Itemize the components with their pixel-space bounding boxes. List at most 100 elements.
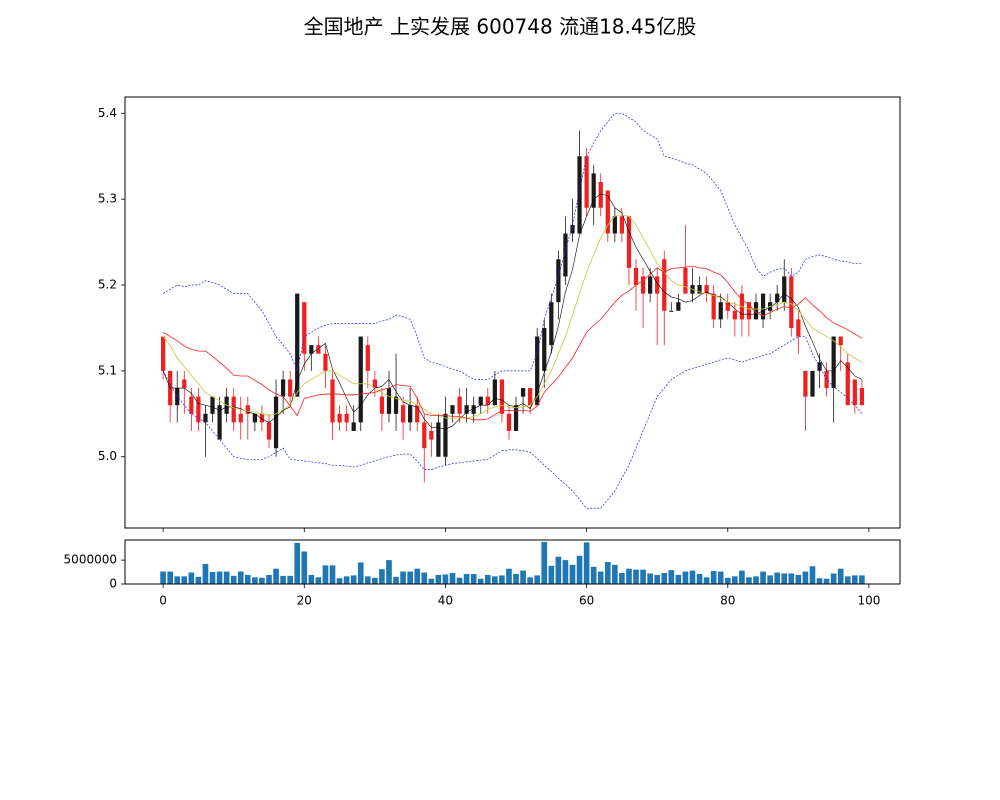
volume-bar [633, 569, 639, 584]
volume-bar [209, 572, 216, 584]
candle-body [196, 396, 201, 423]
candle-body [859, 388, 865, 406]
candle-body [280, 379, 286, 397]
candle-body [309, 345, 314, 354]
candle-body [238, 413, 243, 423]
x-tick-label: 20 [297, 594, 312, 608]
volume-bar [661, 573, 668, 584]
volume-bar [273, 568, 279, 584]
volume-bar [364, 576, 371, 584]
volume-bar [336, 578, 343, 584]
volume-bar [548, 565, 555, 584]
x-tick-label: 40 [438, 594, 453, 608]
volume-bar [188, 572, 195, 584]
volume-bar [703, 577, 710, 584]
x-tick-label: 80 [720, 594, 735, 608]
candle-body [415, 405, 420, 423]
volume-bar [689, 570, 696, 584]
candle-body [429, 430, 434, 440]
y-tick-label: 5.1 [98, 363, 117, 377]
y-tick-label: 5.4 [98, 106, 117, 120]
volume-bar [244, 574, 251, 584]
candle-body [775, 293, 780, 303]
candle-body [316, 345, 321, 354]
volume-bar [216, 571, 223, 584]
volume-bar [746, 577, 752, 584]
volume-bar [343, 576, 350, 584]
volume-bar [590, 566, 597, 584]
candle-body [344, 413, 349, 423]
volume-bar [767, 575, 773, 584]
volume-bar [202, 563, 209, 584]
candle-body [520, 388, 526, 397]
candle-body [393, 396, 399, 414]
candle-body [612, 216, 617, 234]
x-tick-label: 60 [579, 594, 594, 608]
volume-bar [576, 555, 583, 584]
candle-body [499, 379, 505, 414]
volume-bar [499, 575, 505, 584]
volume-bar [350, 575, 357, 584]
volume-bar [294, 542, 301, 584]
candle-body [803, 370, 808, 397]
y-tick-label: 0 [109, 577, 117, 591]
candle-body [379, 396, 385, 414]
volume-bar [428, 578, 435, 584]
candle-body [189, 396, 194, 414]
candle-body [295, 293, 300, 397]
volume-bar [407, 571, 413, 584]
volume-bar [195, 576, 202, 584]
candle-body [203, 413, 208, 423]
candle-body [337, 413, 342, 423]
candle-body [245, 405, 250, 414]
volume-bar [527, 577, 533, 584]
candle-body [563, 233, 568, 277]
volume-bar [724, 577, 731, 584]
chart-title: 全国地产 上实发展 600748 流通18.45亿股 [304, 15, 697, 39]
candle-body [273, 396, 279, 449]
volume-bar [675, 574, 682, 584]
plot-frame [124, 539, 901, 585]
volume-bar [809, 566, 816, 584]
line-series [162, 112, 862, 380]
volume-bar [732, 576, 738, 584]
candle-body [542, 327, 547, 371]
candle-body [252, 413, 257, 423]
volume-bar [541, 541, 548, 584]
line-series [162, 336, 863, 509]
candle-body [718, 302, 723, 320]
candle-body [400, 405, 406, 423]
volume-bar [612, 564, 618, 584]
candle-body [655, 276, 660, 294]
candle-body [217, 405, 222, 440]
y-tick-label: 5.3 [98, 192, 117, 206]
candle-body [619, 216, 625, 234]
volume-bar [823, 578, 830, 584]
volume-bar [400, 571, 406, 584]
volume-bar [513, 573, 519, 584]
candle-body [711, 293, 716, 320]
candle-body [471, 405, 476, 414]
candle-body [443, 413, 448, 457]
candle-body [796, 319, 801, 337]
volume-bar [668, 570, 675, 584]
volume-bar [308, 574, 315, 584]
volume-bar [781, 573, 788, 584]
candle-body [683, 267, 688, 294]
candle-body [323, 353, 328, 371]
candle-body [450, 405, 455, 414]
volume-bar [753, 576, 759, 584]
volume-bar [456, 577, 463, 584]
candle-body [351, 422, 356, 431]
candle-body [753, 302, 759, 320]
candle-body [852, 379, 857, 406]
volume-bar [449, 573, 456, 584]
candle-body [330, 379, 335, 423]
candle-body [662, 259, 667, 311]
volume-bar [604, 562, 611, 584]
x-tick-label: 0 [159, 594, 167, 608]
volume-bar [160, 571, 166, 584]
volume-bar [852, 575, 858, 584]
volume-bar [477, 578, 484, 584]
